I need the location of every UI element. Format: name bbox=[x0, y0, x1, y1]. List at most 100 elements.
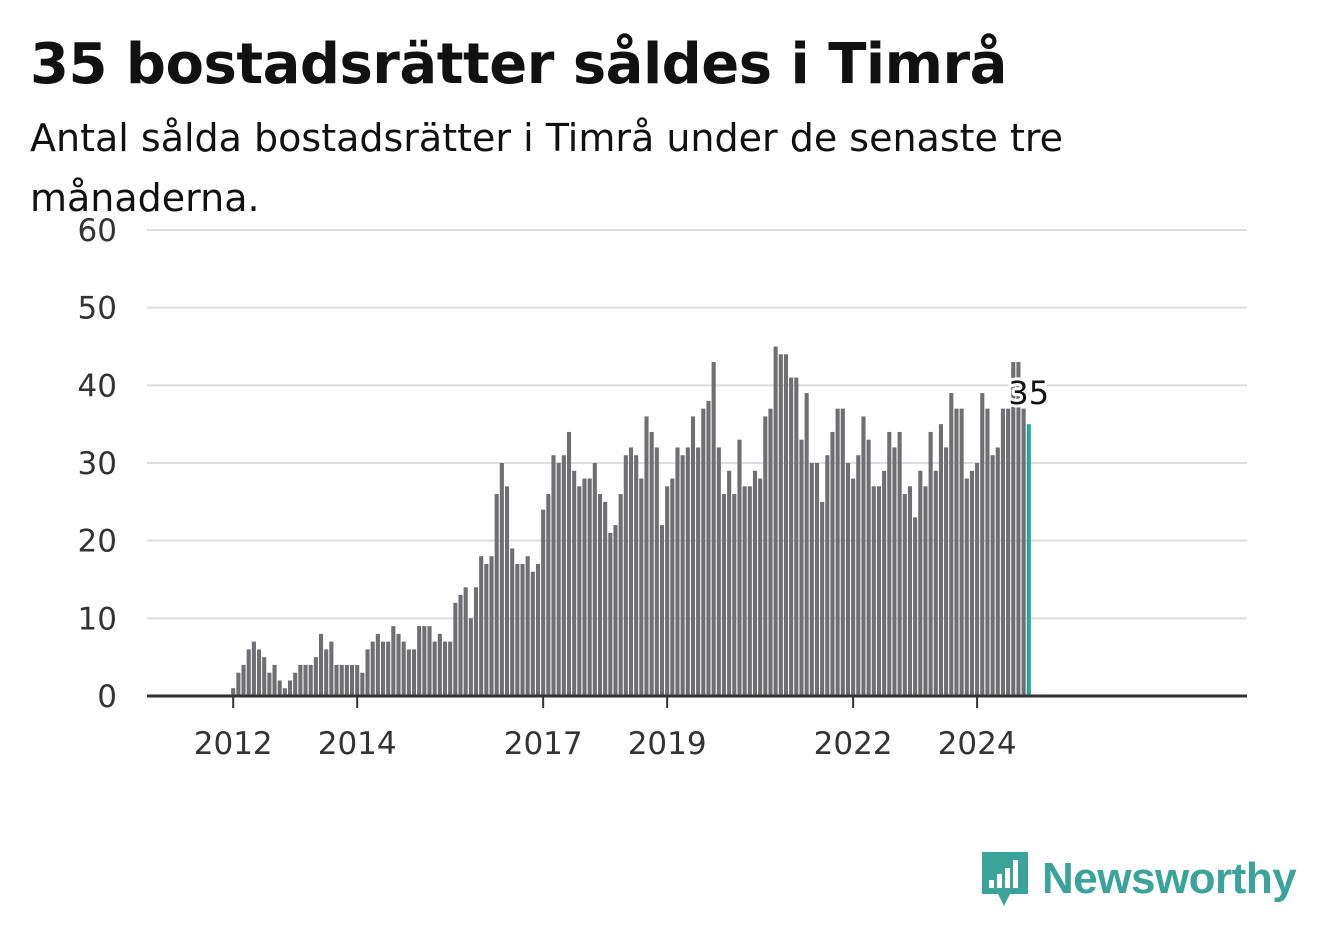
bar bbox=[933, 470, 938, 696]
bar bbox=[835, 408, 840, 696]
bar bbox=[561, 455, 566, 696]
brand-name: Newsworthy bbox=[1042, 854, 1297, 903]
bar bbox=[339, 664, 344, 696]
bar bbox=[324, 649, 329, 696]
bar bbox=[685, 447, 690, 696]
bar bbox=[907, 486, 913, 696]
bar bbox=[799, 439, 804, 696]
bar bbox=[572, 470, 577, 696]
bar bbox=[649, 431, 654, 696]
bar bbox=[318, 633, 324, 696]
bar bbox=[282, 688, 287, 696]
bar bbox=[778, 354, 783, 696]
bar bbox=[628, 447, 634, 696]
bar bbox=[975, 463, 980, 696]
bar bbox=[251, 641, 256, 696]
bar bbox=[442, 641, 448, 696]
bar bbox=[504, 486, 510, 696]
annotations: 35 bbox=[1005, 371, 1052, 415]
bar bbox=[768, 408, 773, 696]
bar bbox=[396, 633, 401, 696]
bar bbox=[840, 408, 845, 696]
x-tick-label: 2017 bbox=[504, 726, 583, 762]
bar bbox=[1011, 362, 1016, 696]
bar bbox=[954, 408, 959, 696]
bar bbox=[463, 587, 468, 696]
bar-chart-badge-icon bbox=[982, 852, 1028, 906]
bar bbox=[980, 393, 985, 696]
bar bbox=[944, 447, 949, 696]
bar bbox=[711, 362, 716, 696]
bar bbox=[716, 447, 721, 696]
bar bbox=[473, 587, 479, 696]
bar bbox=[427, 626, 432, 696]
bar bbox=[417, 626, 422, 696]
newsworthy-logo: Newsworthy bbox=[980, 850, 1297, 908]
bar bbox=[845, 463, 851, 696]
bar bbox=[468, 618, 473, 696]
y-tick-label: 10 bbox=[78, 601, 117, 637]
x-tick-label: 2019 bbox=[628, 726, 707, 762]
bar bbox=[535, 563, 541, 696]
bar bbox=[262, 657, 267, 696]
bar bbox=[241, 664, 246, 696]
bar bbox=[613, 525, 618, 696]
bar bbox=[551, 455, 556, 696]
bar bbox=[690, 416, 696, 696]
bar bbox=[634, 455, 639, 696]
bar bbox=[985, 408, 990, 696]
bar bbox=[334, 664, 339, 696]
bar bbox=[882, 470, 887, 696]
bar bbox=[814, 463, 820, 696]
bar bbox=[360, 672, 365, 696]
bar bbox=[752, 470, 758, 696]
y-gridlines bbox=[147, 229, 1247, 620]
bar bbox=[308, 664, 313, 696]
bar bbox=[370, 641, 375, 696]
bar bbox=[453, 602, 458, 696]
bar bbox=[938, 424, 943, 696]
bar bbox=[623, 455, 628, 696]
bar bbox=[871, 486, 876, 696]
bar bbox=[577, 486, 582, 696]
bar bbox=[680, 455, 685, 696]
bar bbox=[448, 641, 453, 696]
bar bbox=[515, 563, 520, 696]
bar bbox=[675, 447, 680, 696]
chart-title: 35 bostadsrätter såldes i Timrå bbox=[30, 32, 1007, 97]
bar-chart: 0 10 20 30 40 50 60 2012 2014 2017 2019 2022 2024 3… bbox=[78, 213, 1247, 762]
bar bbox=[546, 494, 551, 696]
bar bbox=[809, 463, 814, 696]
bar bbox=[587, 478, 592, 696]
bar bbox=[742, 486, 747, 696]
bar bbox=[758, 478, 763, 696]
bar bbox=[313, 657, 318, 696]
bar bbox=[411, 649, 417, 696]
bar bbox=[432, 641, 437, 696]
bar bbox=[256, 649, 262, 696]
y-tick-label: 30 bbox=[78, 446, 117, 482]
bar bbox=[499, 463, 504, 696]
bar bbox=[401, 641, 406, 696]
bar bbox=[236, 672, 241, 696]
x-axis bbox=[147, 694, 1247, 708]
bar bbox=[293, 672, 298, 696]
bar bbox=[897, 431, 902, 696]
bar bbox=[287, 680, 293, 696]
bar bbox=[344, 664, 349, 696]
bar bbox=[851, 478, 856, 696]
bar bbox=[375, 633, 380, 696]
bar bbox=[866, 439, 871, 696]
bar bbox=[1021, 408, 1026, 696]
y-tick-label: 50 bbox=[78, 291, 117, 327]
bar bbox=[541, 509, 546, 696]
x-tick-label: 2014 bbox=[318, 726, 397, 762]
bar bbox=[618, 494, 623, 696]
bar bbox=[969, 470, 974, 696]
y-tick-label: 20 bbox=[78, 524, 117, 560]
bar bbox=[1016, 362, 1021, 696]
bar bbox=[659, 525, 665, 696]
bar bbox=[525, 556, 530, 696]
bar bbox=[592, 463, 597, 696]
bar bbox=[530, 571, 535, 696]
